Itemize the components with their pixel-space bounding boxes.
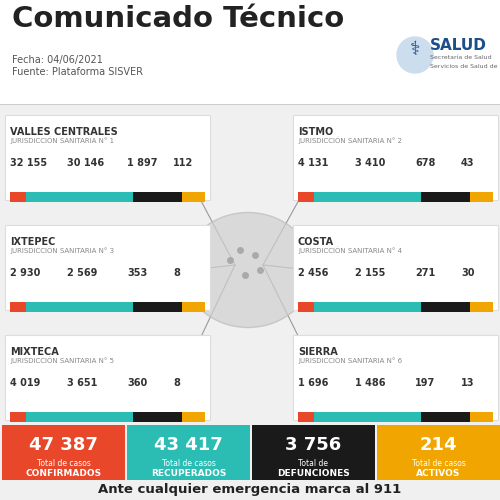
Bar	[26, 192, 133, 202]
Bar	[314, 192, 421, 202]
Text: IXTEPEC: IXTEPEC	[10, 237, 56, 247]
Circle shape	[397, 37, 433, 73]
Text: 8: 8	[173, 268, 180, 278]
Text: VALLES CENTRALES: VALLES CENTRALES	[10, 127, 118, 137]
Text: 4 131: 4 131	[298, 158, 328, 168]
Text: 43 417: 43 417	[154, 436, 223, 454]
Text: 112: 112	[173, 158, 193, 168]
Text: SALUD: SALUD	[430, 38, 487, 53]
Bar	[10, 412, 26, 422]
Text: Total de casos: Total de casos	[162, 458, 216, 468]
Text: 47 387: 47 387	[29, 436, 98, 454]
Text: 3 756: 3 756	[286, 436, 342, 454]
Bar	[133, 302, 182, 312]
Text: ISTMO: ISTMO	[298, 127, 333, 137]
Text: CONFIRMADOS: CONFIRMADOS	[26, 470, 102, 478]
Text: Fuente: Plataforma SISVER: Fuente: Plataforma SISVER	[12, 67, 143, 77]
Text: 2 930: 2 930	[10, 268, 40, 278]
Text: 2 569: 2 569	[67, 268, 98, 278]
Bar	[298, 412, 314, 422]
Bar	[26, 302, 133, 312]
Bar	[133, 412, 182, 422]
Bar	[470, 302, 493, 312]
Text: Ante cualquier emergencia marca al 911: Ante cualquier emergencia marca al 911	[98, 484, 402, 496]
Text: MIXTECA: MIXTECA	[10, 347, 59, 357]
Text: Secretaría de Salud: Secretaría de Salud	[430, 55, 492, 60]
Bar	[2, 425, 125, 480]
Text: 43: 43	[461, 158, 474, 168]
Bar	[314, 412, 421, 422]
Bar	[421, 302, 470, 312]
Text: 2 456: 2 456	[298, 268, 328, 278]
Text: COSTA: COSTA	[298, 237, 334, 247]
Bar	[293, 115, 498, 200]
Text: 360: 360	[127, 378, 147, 388]
Bar	[470, 192, 493, 202]
Bar	[293, 335, 498, 420]
Bar	[298, 302, 314, 312]
Text: JURISDICCIÓN SANITARIA N° 5: JURISDICCIÓN SANITARIA N° 5	[10, 357, 114, 364]
Text: 1 486: 1 486	[355, 378, 386, 388]
Text: 678: 678	[415, 158, 436, 168]
Text: 1 696: 1 696	[298, 378, 328, 388]
Text: DEFUNCIONES: DEFUNCIONES	[277, 470, 350, 478]
Text: ⚕: ⚕	[410, 40, 420, 60]
Bar	[127, 425, 250, 480]
Text: 32 155: 32 155	[10, 158, 47, 168]
Text: Comunicado Técnico: Comunicado Técnico	[12, 5, 344, 33]
Bar	[0, 104, 500, 105]
Text: JURISDICCIÓN SANITARIA N° 2: JURISDICCIÓN SANITARIA N° 2	[298, 137, 402, 144]
Text: Total de casos: Total de casos	[412, 458, 466, 468]
Text: JURISDICCIÓN SANITARIA N° 4: JURISDICCIÓN SANITARIA N° 4	[298, 247, 402, 254]
Ellipse shape	[183, 212, 313, 328]
Text: 3 410: 3 410	[355, 158, 386, 168]
Bar	[0, 0, 500, 105]
Bar	[182, 412, 205, 422]
Text: ACTIVOS: ACTIVOS	[416, 470, 461, 478]
Text: Servicios de Salud de Oaxaca: Servicios de Salud de Oaxaca	[430, 64, 500, 69]
Bar	[26, 412, 133, 422]
Text: 1 897: 1 897	[127, 158, 158, 168]
Bar	[252, 425, 375, 480]
Bar	[377, 425, 500, 480]
Text: 271: 271	[415, 268, 435, 278]
Text: 30: 30	[461, 268, 474, 278]
Bar	[182, 302, 205, 312]
Text: Total de casos: Total de casos	[36, 458, 90, 468]
Bar	[293, 225, 498, 310]
Bar	[10, 302, 26, 312]
Bar	[314, 302, 421, 312]
Text: JURISDICCIÓN SANITARIA N° 3: JURISDICCIÓN SANITARIA N° 3	[10, 247, 114, 254]
Text: SIERRA: SIERRA	[298, 347, 338, 357]
Text: 13: 13	[461, 378, 474, 388]
Text: JURISDICCIÓN SANITARIA N° 6: JURISDICCIÓN SANITARIA N° 6	[298, 357, 402, 364]
Text: 30 146: 30 146	[67, 158, 104, 168]
Text: 214: 214	[420, 436, 457, 454]
Bar	[5, 115, 210, 200]
Text: RECUPERADOS: RECUPERADOS	[151, 470, 226, 478]
Text: 8: 8	[173, 378, 180, 388]
Bar	[5, 225, 210, 310]
Text: 353: 353	[127, 268, 147, 278]
Text: Total de: Total de	[298, 458, 328, 468]
Text: 3 651: 3 651	[67, 378, 98, 388]
Text: JURISDICCIÓN SANITARIA N° 1: JURISDICCIÓN SANITARIA N° 1	[10, 137, 114, 144]
Text: 197: 197	[415, 378, 435, 388]
Text: 4 019: 4 019	[10, 378, 40, 388]
Bar	[470, 412, 493, 422]
Bar	[421, 192, 470, 202]
Bar	[298, 192, 314, 202]
Bar	[133, 192, 182, 202]
Bar	[182, 192, 205, 202]
Text: 2 155: 2 155	[355, 268, 386, 278]
Bar	[5, 335, 210, 420]
Bar	[10, 192, 26, 202]
Bar	[421, 412, 470, 422]
Text: Fecha: 04/06/2021: Fecha: 04/06/2021	[12, 55, 103, 65]
